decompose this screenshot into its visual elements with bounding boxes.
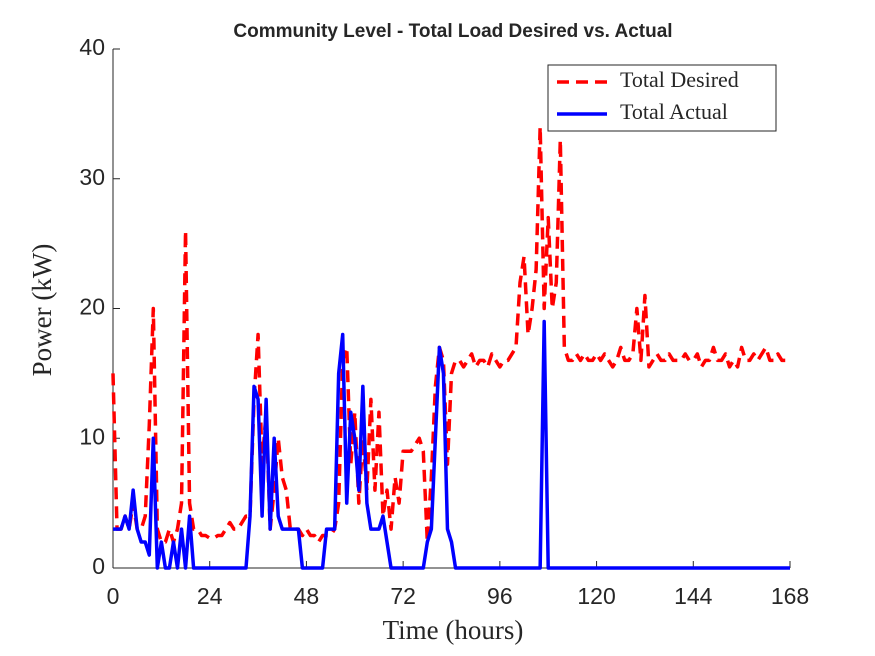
y-tick-label: 20 — [79, 294, 105, 320]
y-tick-label: 10 — [79, 423, 105, 449]
line-series — [113, 319, 790, 570]
legend-label: Total Actual — [620, 99, 728, 124]
line-series — [111, 125, 790, 544]
x-tick-label: 96 — [487, 583, 513, 609]
legend-box — [547, 64, 777, 132]
legend-label: Total Desired — [620, 67, 739, 92]
y-tick-label: 30 — [79, 164, 105, 190]
x-tick-label: 0 — [107, 583, 120, 609]
chart-title: Community Level - Total Load Desired vs.… — [233, 21, 672, 42]
x-tick-label: 72 — [390, 583, 416, 609]
x-tick-label: 168 — [771, 583, 809, 609]
y-tick-label: 0 — [92, 553, 105, 579]
x-tick-label: 120 — [577, 583, 615, 609]
y-tick-label: 40 — [79, 34, 105, 60]
x-tick-label: 48 — [294, 583, 320, 609]
x-tick-label: 24 — [197, 583, 223, 609]
x-axis-label: Time (hours) — [383, 615, 524, 645]
x-tick-label: 144 — [674, 583, 713, 609]
y-axis-label: Power (kW) — [27, 244, 57, 377]
